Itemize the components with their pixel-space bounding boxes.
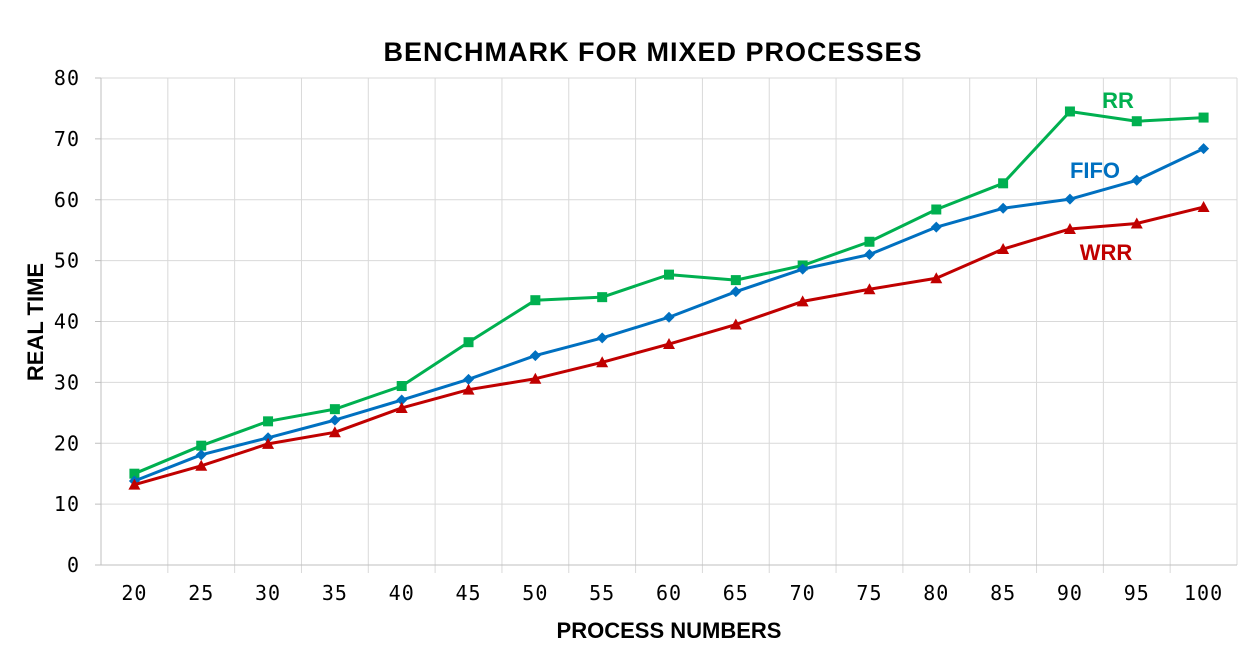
y-axis-label: REAL TIME xyxy=(23,263,48,381)
x-axis-ticks: 20 25 30 35 40 45 50 55 60 65 70 75 80 85 90 95 100 xyxy=(121,581,1223,605)
y-tick-label: 0 xyxy=(67,553,80,577)
y-axis-ticks: 0 10 20 30 40 50 60 70 80 xyxy=(54,66,80,577)
data-point-fifo xyxy=(329,414,341,426)
data-point-wrr xyxy=(1197,201,1210,213)
data-point-wrr xyxy=(395,401,408,413)
data-point-rr xyxy=(998,178,1009,189)
data-point-fifo xyxy=(930,221,942,233)
data-point-fifo xyxy=(1064,193,1076,205)
data-point-wrr xyxy=(462,383,475,395)
data-point-rr xyxy=(396,381,407,392)
data-point-rr xyxy=(730,275,741,286)
x-tick-label: 45 xyxy=(455,581,481,605)
data-point-wrr xyxy=(997,243,1010,255)
x-tick-label: 90 xyxy=(1057,581,1083,605)
data-point-fifo xyxy=(195,449,207,461)
y-tick-label: 70 xyxy=(54,127,80,151)
data-point-wrr xyxy=(328,426,341,438)
y-tick-label: 40 xyxy=(54,310,80,334)
data-point-wrr xyxy=(663,338,675,350)
x-axis-label: PROCESS NUMBERS xyxy=(557,618,782,643)
data-point-rr xyxy=(1064,106,1075,117)
series-fifo: FIFO xyxy=(128,143,1210,487)
data-point-rr xyxy=(329,404,340,415)
data-point-rr xyxy=(463,337,474,348)
data-point-wrr xyxy=(796,295,809,307)
data-point-fifo xyxy=(529,350,541,362)
data-point-rr xyxy=(530,295,541,306)
data-point-rr xyxy=(864,236,875,247)
y-tick-label: 20 xyxy=(54,431,80,455)
data-point-fifo xyxy=(863,249,875,261)
x-tick-label: 95 xyxy=(1124,581,1150,605)
data-point-wrr xyxy=(262,437,275,449)
x-tick-label: 85 xyxy=(990,581,1016,605)
series-label-wrr: WRR xyxy=(1080,240,1133,265)
data-point-wrr xyxy=(863,283,876,295)
data-point-fifo xyxy=(997,202,1009,214)
data-point-fifo xyxy=(396,394,408,406)
x-tick-label: 40 xyxy=(389,581,415,605)
data-point-rr xyxy=(664,269,674,280)
data-point-fifo xyxy=(663,311,675,323)
series-rr: RR xyxy=(129,88,1209,479)
data-point-wrr xyxy=(1130,217,1143,229)
y-tick-label: 10 xyxy=(54,492,80,516)
data-point-fifo xyxy=(596,332,608,344)
data-point-fifo xyxy=(262,432,274,444)
data-point-wrr xyxy=(1063,222,1076,234)
x-tick-label: 25 xyxy=(188,581,214,605)
data-point-wrr xyxy=(596,356,609,368)
data-point-wrr xyxy=(729,318,742,330)
data-point-wrr xyxy=(195,459,208,471)
y-tick-label: 60 xyxy=(54,188,80,212)
data-point-wrr xyxy=(529,372,542,384)
data-point-fifo xyxy=(1131,174,1143,186)
data-point-rr xyxy=(597,292,608,303)
x-tick-label: 100 xyxy=(1184,581,1223,605)
x-tick-label: 65 xyxy=(723,581,749,605)
y-tick-label: 30 xyxy=(54,370,80,394)
data-point-rr xyxy=(129,468,140,479)
data-point-rr xyxy=(196,440,207,451)
x-tick-label: 20 xyxy=(121,581,147,605)
data-point-wrr xyxy=(930,272,943,284)
data-point-fifo xyxy=(1198,143,1210,155)
data-point-fifo xyxy=(730,286,742,298)
series-group: RR FIFO WRR xyxy=(128,88,1210,490)
data-point-rr xyxy=(1131,116,1142,127)
series-line-rr xyxy=(133,109,1204,476)
y-tick-label: 80 xyxy=(54,66,80,90)
data-point-rr xyxy=(1198,112,1209,123)
series-wrr: WRR xyxy=(128,201,1210,490)
data-point-fifo xyxy=(797,263,809,275)
y-tick-label: 50 xyxy=(54,249,80,273)
x-tick-label: 75 xyxy=(856,581,882,605)
data-point-rr xyxy=(263,416,274,427)
data-point-fifo xyxy=(463,373,475,385)
series-label-rr: RR xyxy=(1102,88,1134,113)
grid-lines xyxy=(100,77,1238,573)
data-point-wrr xyxy=(128,478,141,490)
x-tick-label: 35 xyxy=(322,581,348,605)
x-tick-label: 50 xyxy=(522,581,548,605)
series-label-fifo: FIFO xyxy=(1070,158,1120,183)
x-tick-label: 80 xyxy=(923,581,949,605)
chart-title: BENCHMARK FOR MIXED PROCESSES xyxy=(383,37,922,67)
axes xyxy=(95,77,1237,566)
x-tick-label: 60 xyxy=(656,581,682,605)
x-tick-label: 30 xyxy=(255,581,281,605)
x-tick-label: 55 xyxy=(589,581,615,605)
data-point-rr xyxy=(931,204,942,215)
x-tick-label: 70 xyxy=(790,581,816,605)
